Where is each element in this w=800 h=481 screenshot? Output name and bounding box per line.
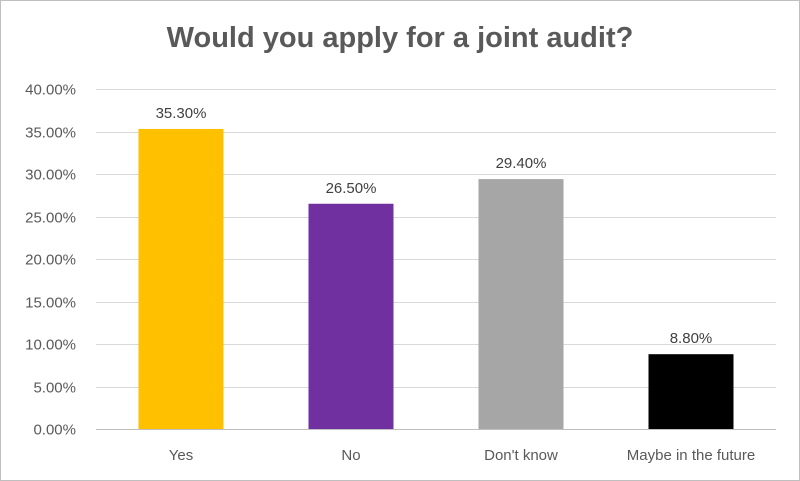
category-label: Yes (169, 447, 193, 464)
data-label: 8.80% (670, 330, 713, 347)
data-label: 35.30% (156, 105, 207, 122)
y-tick-label: 40.00% (25, 82, 76, 99)
bar-maybe-in-the-future (648, 354, 734, 429)
chart-title: Would you apply for a joint audit? (166, 22, 634, 54)
data-label: 26.50% (326, 180, 377, 197)
y-axis-ticks: 0.00% 5.00% 10.00% 15.00% 20.00% 25.00% 30.00%… (25, 82, 76, 439)
y-tick-label: 10.00% (25, 337, 76, 354)
y-tick-label: 25.00% (25, 210, 76, 227)
bar-yes (138, 128, 224, 429)
y-tick-label: 15.00% (25, 295, 76, 312)
data-label: 29.40% (496, 155, 547, 172)
bar-don-t-know (478, 179, 564, 429)
y-tick-label: 30.00% (25, 167, 76, 184)
y-tick-label: 20.00% (25, 252, 76, 269)
data-labels: 35.30% 26.50% 29.40% 8.80% (156, 105, 713, 347)
category-label: Don't know (484, 447, 558, 464)
y-tick-label: 0.00% (33, 422, 76, 439)
category-label: No (341, 447, 360, 464)
bars (138, 128, 734, 429)
y-tick-label: 35.00% (25, 125, 76, 142)
bar-no (308, 203, 394, 429)
y-tick-label: 5.00% (33, 380, 76, 397)
category-label: Maybe in the future (627, 447, 755, 464)
x-axis-categories: Yes No Don't know Maybe in the future (169, 447, 755, 464)
